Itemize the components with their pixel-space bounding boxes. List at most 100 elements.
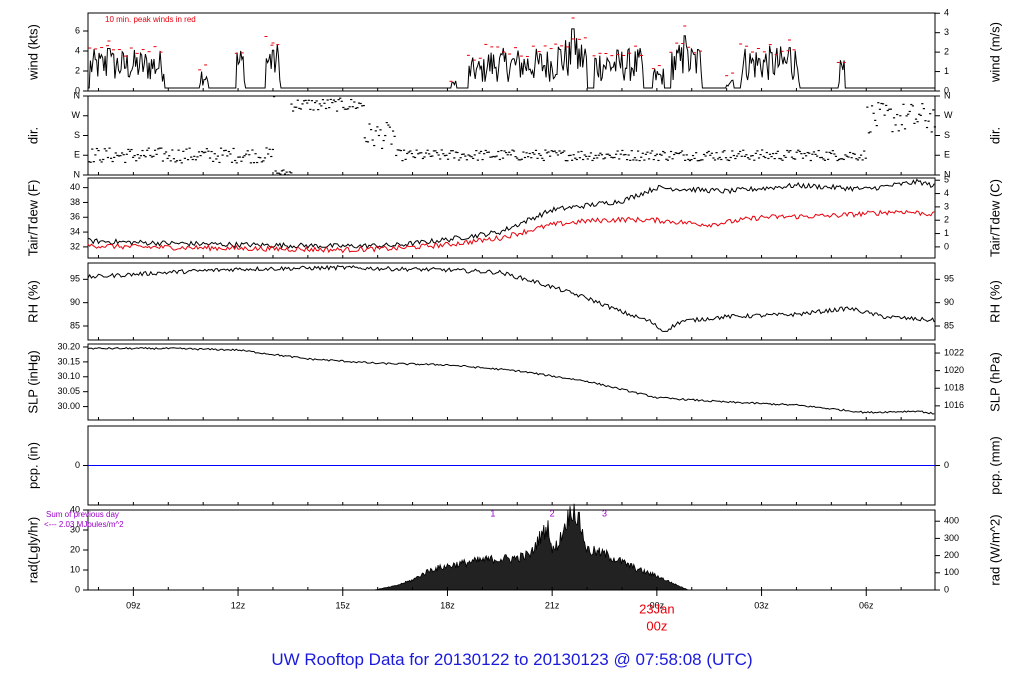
slp-right-tick-label: 1020 bbox=[944, 365, 964, 375]
temp-left-tick-label: 40 bbox=[70, 182, 80, 192]
pcp-right-tick-label: 0 bbox=[944, 460, 949, 470]
rad-left-tick-label: 0 bbox=[75, 584, 80, 594]
rh-right-tick-label: 85 bbox=[944, 320, 954, 330]
wind-left-tick-label: 2 bbox=[75, 65, 80, 75]
temp-left-tick-label: 38 bbox=[70, 197, 80, 207]
rh-left-tick-label: 95 bbox=[70, 274, 80, 284]
tair-line bbox=[87, 178, 935, 250]
x-axis-tick-label: 00z bbox=[650, 600, 665, 610]
slp-right-tick-label: 1016 bbox=[944, 400, 964, 410]
rad-right-tick-label: 100 bbox=[944, 567, 959, 577]
rad-left-tick-label: 10 bbox=[70, 564, 80, 574]
slp-ylabel-left: SLP (inHg) bbox=[25, 350, 40, 413]
rh-ylabel-left: RH (%) bbox=[25, 280, 40, 323]
temp-panel-frame bbox=[87, 177, 936, 259]
wind-right-tick-label: 3 bbox=[944, 27, 949, 37]
temp-right-tick-label: 1 bbox=[944, 228, 949, 238]
dir-left-tick-label: S bbox=[74, 130, 80, 140]
pcp-ylabel-right: pcp. (mm) bbox=[987, 436, 1002, 495]
rad-annotation-line2: <--- 2.03 MJoules/m^2 bbox=[44, 520, 124, 529]
wind-right-tick-label: 2 bbox=[944, 46, 949, 56]
temp-right-tick-label: 5 bbox=[944, 175, 949, 185]
wind-right-tick-label: 4 bbox=[944, 8, 949, 18]
dir-right-tick-label: N bbox=[944, 90, 951, 100]
x-axis-tick-label: 21z bbox=[545, 600, 560, 610]
rad-right-tick-label: 200 bbox=[944, 550, 959, 560]
rad-marker-label: 3 bbox=[602, 508, 607, 518]
rad-left-tick-label: 20 bbox=[70, 544, 80, 554]
dir-panel-frame bbox=[87, 95, 936, 176]
slp-left-tick-label: 30.00 bbox=[57, 401, 80, 411]
slp-left-tick-label: 30.05 bbox=[57, 386, 80, 396]
rad-area bbox=[374, 503, 689, 591]
wind-speed-line bbox=[88, 28, 935, 89]
dir-ylabel-right: dir. bbox=[987, 127, 1002, 144]
x-axis-tick-label: 12z bbox=[231, 600, 246, 610]
slp-line bbox=[87, 347, 935, 415]
rad-right-tick-label: 0 bbox=[944, 584, 949, 594]
temp-right-tick-label: 3 bbox=[944, 201, 949, 211]
tdew-line bbox=[87, 209, 935, 254]
x-axis-tick-label: 06z bbox=[859, 600, 874, 610]
slp-left-tick-label: 30.20 bbox=[57, 341, 80, 351]
dir-right-tick-label: S bbox=[944, 130, 950, 140]
slp-left-tick-label: 30.10 bbox=[57, 371, 80, 381]
x-axis-tick-label: 09z bbox=[126, 600, 141, 610]
wind-left-tick-label: 0 bbox=[75, 85, 80, 95]
rh-panel-frame bbox=[87, 262, 936, 341]
temp-left-tick-label: 36 bbox=[70, 212, 80, 222]
rad-right-tick-label: 300 bbox=[944, 533, 959, 543]
dir-right-tick-label: N bbox=[944, 169, 951, 179]
temp-ylabel-left: Tair/Tdew (F) bbox=[25, 180, 40, 257]
dir-ylabel-left: dir. bbox=[25, 127, 40, 144]
rad-annotation-line1: Sum of previous day bbox=[46, 510, 119, 519]
rad-left-tick-label: 40 bbox=[70, 504, 80, 514]
wind-left-tick-label: 6 bbox=[75, 25, 80, 35]
wind-right-tick-label: 1 bbox=[944, 66, 949, 76]
rh-left-tick-label: 85 bbox=[70, 320, 80, 330]
wind-left-tick-label: 4 bbox=[75, 45, 80, 55]
dir-left-tick-label: E bbox=[74, 150, 80, 160]
x-axis-tick-label: 15z bbox=[336, 600, 351, 610]
wind-right-tick-label: 0 bbox=[944, 85, 949, 95]
dir-left-tick-label: N bbox=[74, 169, 81, 179]
dir-right-tick-label: E bbox=[944, 150, 950, 160]
rad-right-tick-label: 400 bbox=[944, 516, 959, 526]
slp-panel-frame bbox=[87, 343, 936, 421]
dir-left-tick-label: N bbox=[74, 90, 81, 100]
x-axis-tick-label: 18z bbox=[440, 600, 455, 610]
rad-marker-label: 2 bbox=[550, 508, 555, 518]
temp-ylabel-right: Tair/Tdew (C) bbox=[987, 179, 1002, 257]
slp-right-tick-label: 1018 bbox=[944, 383, 964, 393]
wind-ylabel-right: wind (m/s) bbox=[987, 22, 1002, 83]
rh-line bbox=[87, 264, 935, 333]
rad-ylabel-right: rad (W/m^2) bbox=[987, 514, 1002, 585]
pcp-ylabel-left: pcp. (in) bbox=[25, 442, 40, 489]
wind-annotation: 10 min. peak winds in red bbox=[105, 15, 196, 24]
temp-right-tick-label: 0 bbox=[944, 241, 949, 251]
rh-left-tick-label: 90 bbox=[70, 297, 80, 307]
rad-ylabel-left: rad(Lgly/hr) bbox=[25, 517, 40, 583]
dir-right-tick-label: W bbox=[944, 110, 953, 120]
temp-right-tick-label: 2 bbox=[944, 215, 949, 225]
slp-right-tick-label: 1022 bbox=[944, 347, 964, 357]
rh-right-tick-label: 90 bbox=[944, 297, 954, 307]
x-axis-date-sublabel: 00z bbox=[646, 618, 667, 633]
rh-right-tick-label: 95 bbox=[944, 274, 954, 284]
rh-ylabel-right: RH (%) bbox=[987, 280, 1002, 323]
rad-left-tick-label: 30 bbox=[70, 524, 80, 534]
pcp-left-tick-label: 0 bbox=[75, 460, 80, 470]
wind-ylabel-left: wind (kts) bbox=[25, 24, 40, 81]
dir-left-tick-label: W bbox=[72, 110, 81, 120]
slp-left-tick-label: 30.15 bbox=[57, 356, 80, 366]
slp-ylabel-right: SLP (hPa) bbox=[987, 352, 1002, 412]
temp-left-tick-label: 34 bbox=[70, 226, 80, 236]
rad-marker-label: 1 bbox=[490, 508, 495, 518]
x-axis-tick-label: 03z bbox=[754, 600, 769, 610]
temp-right-tick-label: 4 bbox=[944, 188, 949, 198]
x-axis-date-label: 23Jan bbox=[639, 601, 674, 616]
temp-left-tick-label: 32 bbox=[70, 241, 80, 251]
wind-panel-frame bbox=[87, 12, 936, 92]
footer-title: UW Rooftop Data for 20130122 to 20130123… bbox=[271, 650, 753, 669]
